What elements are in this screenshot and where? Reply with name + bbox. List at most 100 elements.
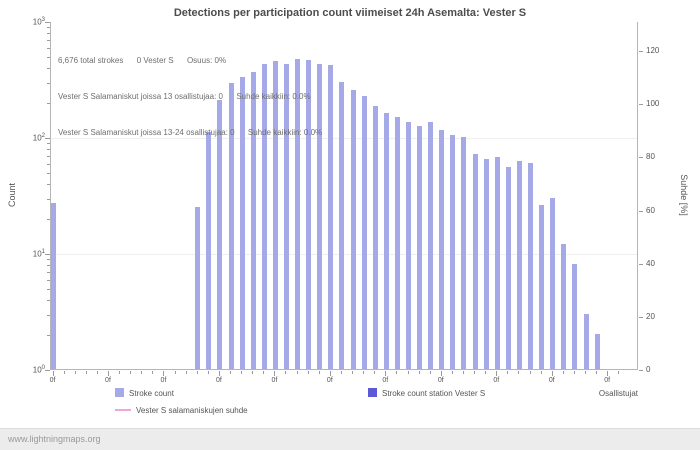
y-right-tick-label: 120 [646,46,660,56]
x-tick [318,371,320,374]
x-tick [451,371,453,374]
y-right-tick [639,51,643,53]
x-tick [340,371,342,374]
x-tick [352,371,354,374]
x-tick [263,371,265,374]
station-swatch [368,388,377,397]
x-tick [474,371,476,374]
x-tick [130,371,132,374]
legend-item-station-count: Stroke count station Vester S [368,388,485,398]
stroke-count-bar [261,63,267,369]
x-tick [296,371,298,374]
stroke-count-bar [439,129,445,369]
y-left-tick-label: 101 [32,249,45,259]
stroke-count-swatch [115,388,124,397]
stroke-count-bar [406,121,412,369]
x-tick-label: 0f [49,377,56,384]
x-tick [274,371,276,376]
x-tick [551,371,553,376]
x-tick [374,371,376,374]
x-tick [540,371,542,374]
stroke-count-bar [417,125,423,369]
stroke-count-bar [483,158,489,369]
x-tick-label: 0f [493,377,500,384]
x-tick [252,371,254,374]
chart-title: Detections per participation count viime… [173,7,527,19]
x-tick [496,371,498,376]
stroke-count-bar [428,121,434,369]
y-right-tick-label: 0 [646,365,651,374]
x-tick [52,371,54,376]
x-tick [518,371,520,374]
x-tick-label: 0f [382,377,389,384]
y-left-tick-label: 100 [32,365,45,375]
x-tick-label: 0f [160,377,167,384]
x-tick [618,371,620,374]
legend-item-ratio-line: Vester S salamaniskujen suhde [115,406,248,415]
x-tick [329,371,331,376]
y-right-tick [639,370,643,371]
x-tick-label: 0f [271,377,278,384]
stroke-count-bar [206,132,212,369]
x-tick [107,371,109,376]
x-tick [174,371,176,374]
y-right-tick-label: 80 [646,152,655,162]
x-tick [218,371,220,376]
y-right-tick [639,210,643,212]
stroke-count-bar [450,134,456,369]
stroke-count-bar [505,167,511,369]
x-tick [285,371,287,374]
stroke-count-bar [583,313,589,369]
y-left-tick-label: 102 [32,133,45,143]
x-tick [207,371,209,374]
annotation-line-13: Vester S Salamaniskut joissa 13 osallist… [58,92,311,101]
legend-label-ratio-line: Vester S salamaniskujen suhde [136,406,248,415]
stroke-count-bar [561,243,567,369]
stroke-count-bar [361,96,367,369]
y-right-tick-label: 20 [646,311,655,321]
stroke-count-bar [283,63,289,369]
stroke-count-bar [572,264,578,369]
x-tick [230,371,231,374]
x-tick [562,371,564,374]
x-tick [307,371,309,374]
y-left-major-tick [45,370,50,371]
x-tick [462,371,464,374]
stroke-count-bar [239,76,245,369]
x-tick [196,371,198,374]
stroke-count-bar [339,81,345,369]
legend-label-station-count: Stroke count station Vester S [382,389,486,398]
stroke-count-bar [217,99,223,369]
x-tick [585,371,587,374]
x-tick [396,371,398,374]
x-tick [96,371,98,374]
x-tick [363,371,365,374]
stroke-count-bar [195,206,201,369]
stroke-count-bar [383,113,389,369]
stroke-count-bar [228,83,234,369]
stroke-count-bar [539,204,545,369]
x-tick [529,371,531,374]
annotation-line-totals: 6,676 total strokes 0 Vester S Osuus: 0% [58,56,227,65]
x-tick [429,371,431,374]
ratio-line-swatch [115,409,131,411]
stroke-count-bar [550,197,556,369]
y-right-tick [639,263,643,265]
x-tick [241,371,243,374]
x-tick [407,371,409,374]
x-tick [596,371,598,374]
stroke-count-bar [472,153,478,369]
x-tick-label: 0f [105,377,111,384]
plot-area [50,22,638,370]
x-tick [152,371,154,374]
footer: www.lightningmaps.org [0,428,700,450]
stroke-count-bar [317,63,323,369]
stroke-count-bar [295,59,301,369]
stroke-count-bar [306,60,312,369]
stroke-count-bar [516,161,522,369]
x-tick [163,371,165,376]
x-tick [85,371,87,374]
stroke-count-bar [461,137,467,369]
stroke-count-bar [51,202,56,369]
stroke-count-bar [394,116,400,369]
